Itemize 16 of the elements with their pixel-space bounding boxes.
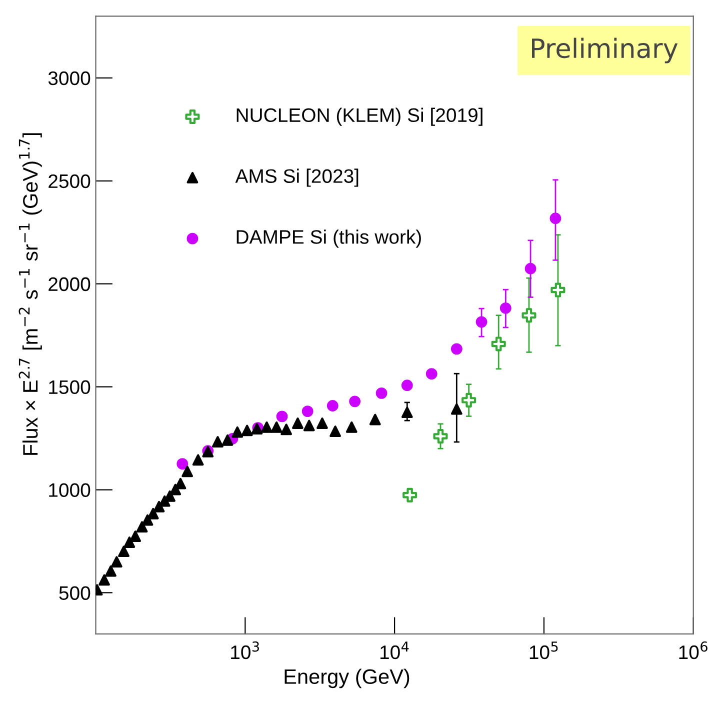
x-tick-label: 10$^{5}$	[530, 642, 558, 660]
legend-label: NUCLEON (KLEM) Si [2019]	[236, 108, 482, 126]
x-tick-label: 10$^{4}$	[380, 642, 409, 660]
annotation: Preliminary	[532, 38, 678, 64]
y-tick-label: 3000	[48, 71, 90, 86]
y-tick-label: 1500	[49, 380, 90, 394]
x-tick-label: 10$^{3}$	[231, 641, 259, 660]
y-tick-label: 500	[59, 586, 90, 600]
legend-label: AMS Si [2023]	[235, 168, 358, 187]
y-tick-label: 1000	[49, 483, 90, 497]
legend-label: DAMPE Si (this work)	[236, 230, 421, 248]
text: Flux × E$^{2.7}$ [m$^{−2}$ s$^{−1}$ sr$^{−1}$ (GeV)$^{1.7}$]	[18, 133, 42, 455]
y-tick-label: 2500	[48, 174, 90, 188]
x-axis-title: Energy (GeV)	[284, 668, 410, 688]
x-tick-label: 10$^{6}$	[679, 641, 708, 660]
y-tick-label: 2000	[48, 277, 90, 292]
